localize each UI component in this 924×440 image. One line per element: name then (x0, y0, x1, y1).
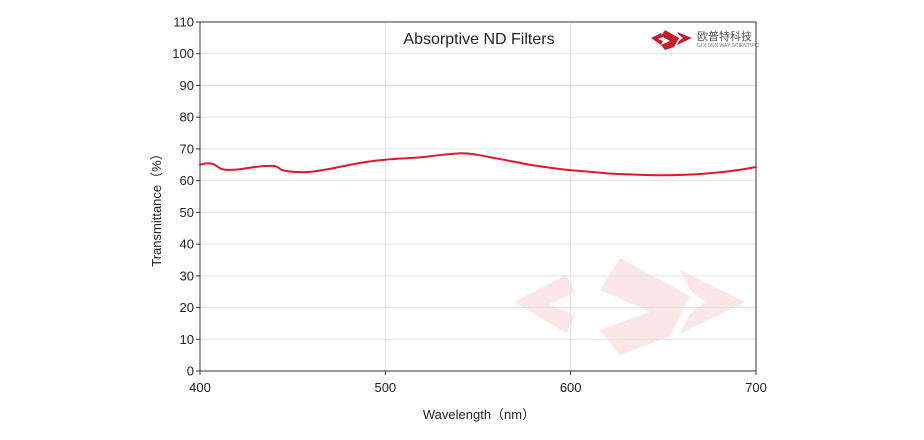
x-tick-label: 500 (374, 380, 396, 395)
brand-name-en: GOLDEN WAY SCIENTIFIC (697, 43, 760, 49)
y-tick-label: 90 (180, 78, 194, 93)
y-tick-label: 10 (180, 332, 194, 347)
y-tick-label: 110 (173, 15, 194, 30)
y-tick-label: 20 (180, 300, 194, 315)
watermark-right-chevron (680, 270, 745, 334)
y-tick-label: 60 (180, 173, 194, 188)
series-line (199, 152, 757, 177)
y-tick-label: 100 (172, 46, 194, 61)
brand-name-cn: 欧普特科技 (697, 29, 752, 43)
watermark-mid-chevron (600, 258, 690, 355)
y-tick-label: 0 (187, 364, 194, 379)
y-tick-label: 30 (180, 268, 194, 283)
watermark-left-chevron (514, 275, 575, 333)
y-tick-label: 40 (180, 237, 194, 252)
y-tick-label: 70 (180, 141, 194, 156)
x-axis-title: Wavelength（nm） (423, 407, 535, 422)
watermark-logo (514, 258, 745, 355)
brand-logo: 欧普特科技 GOLDEN WAY SCIENTIFIC (651, 29, 760, 50)
x-tick-label: 700 (745, 380, 767, 395)
brand-logo-mark (651, 30, 692, 50)
y-tick-label: 80 (180, 110, 194, 125)
y-axis-title: Transmittance（%） (149, 147, 164, 266)
plot-frame (199, 21, 757, 372)
y-tick-label: 50 (180, 205, 194, 220)
chart-title: Absorptive ND Filters (403, 31, 554, 48)
y-axis-ticks: 0 10 20 30 40 50 60 70 80 90 100 110 (172, 15, 200, 379)
x-tick-label: 400 (189, 380, 211, 395)
x-tick-label: 600 (560, 380, 582, 395)
x-axis-ticks: 400 500 600 700 (189, 371, 767, 395)
plot-grid (200, 22, 756, 371)
